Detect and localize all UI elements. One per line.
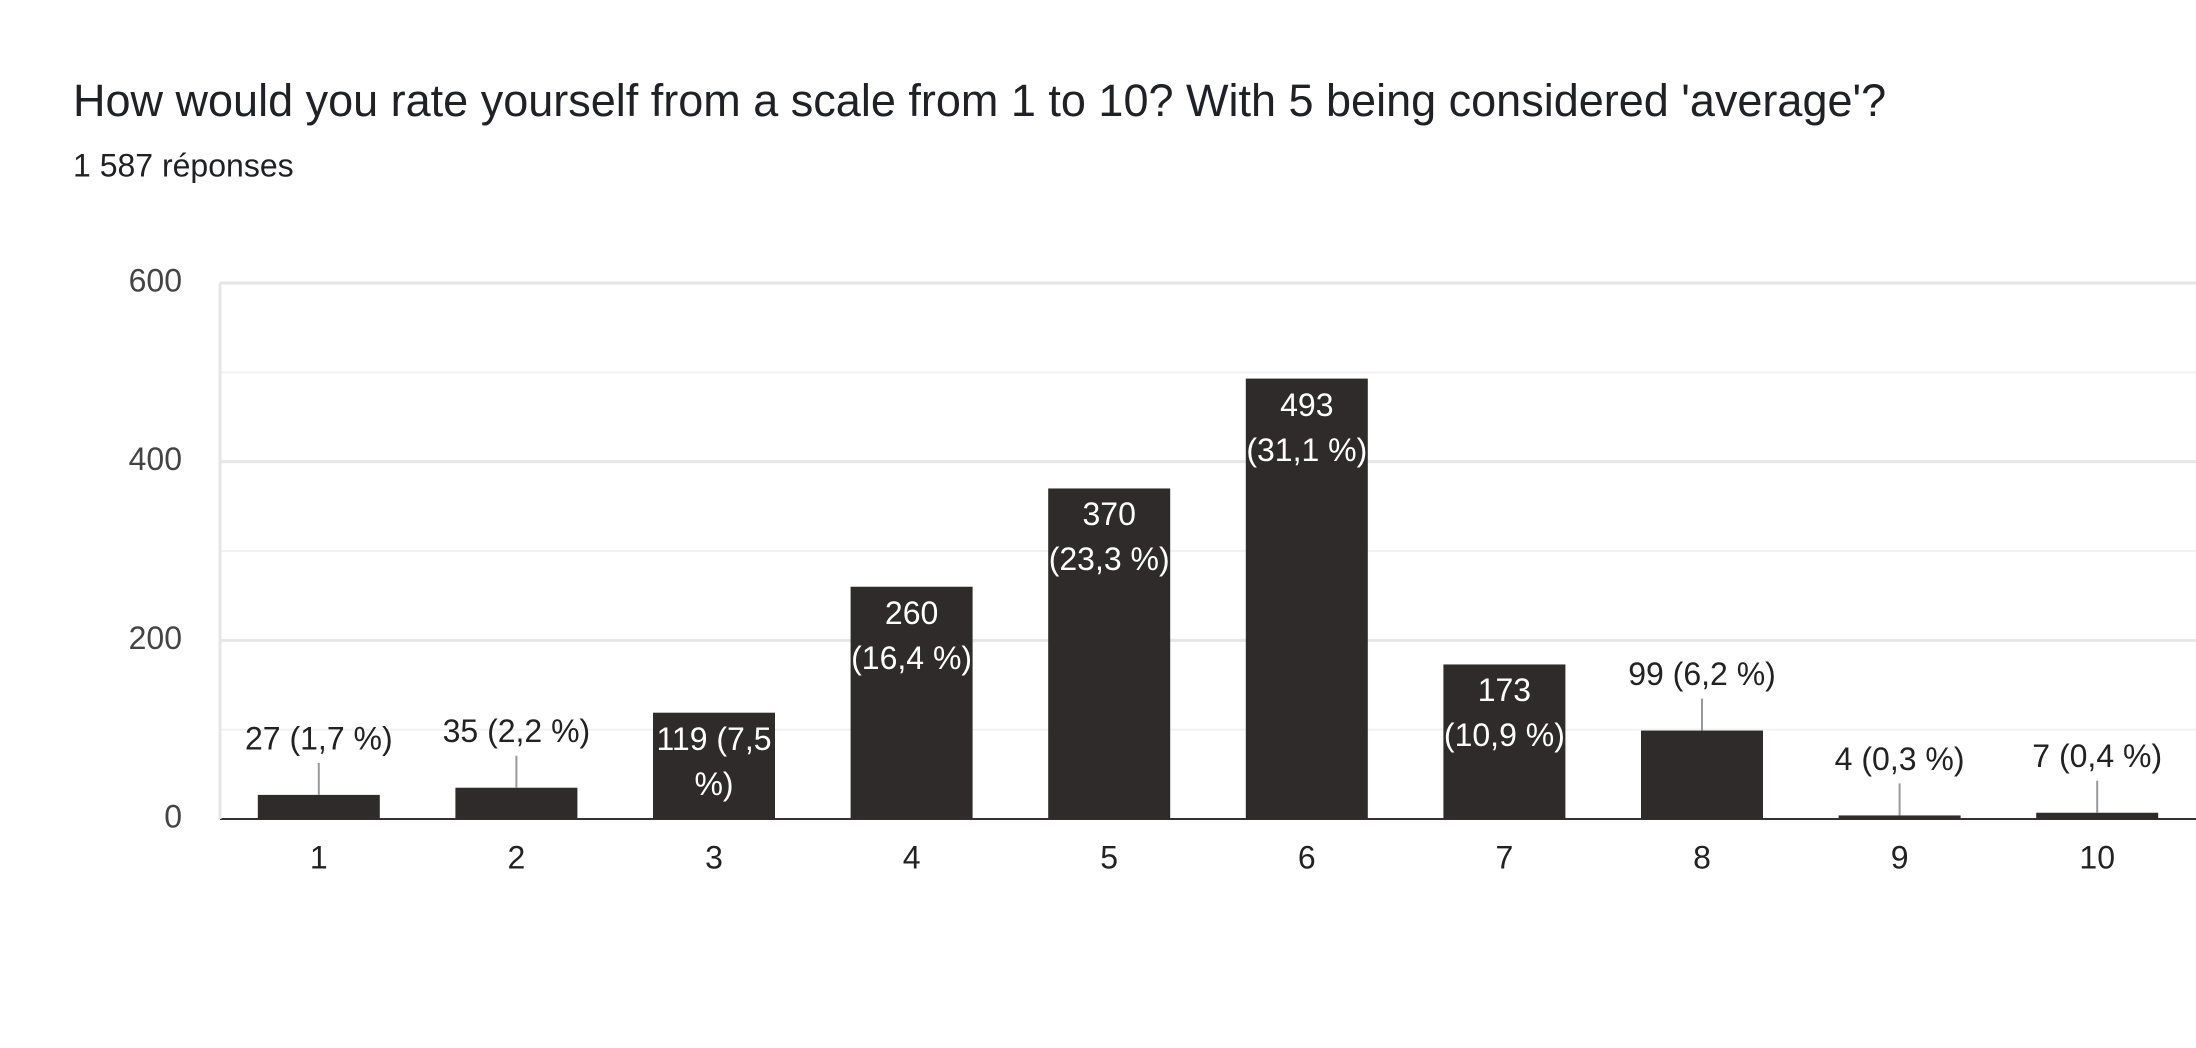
bar [455,787,578,819]
value-label: 7 (0,4 %) [2032,738,2162,774]
bar [850,586,973,819]
bar [1245,378,1368,819]
value-label: 173 (10,9 %) [1443,672,1565,754]
x-tick-label: 1 [310,839,328,875]
bar [1443,664,1566,819]
value-label: 260 (16,4 %) [851,594,973,676]
value-label-box: 260 (16,4 %) [851,594,973,676]
y-tick-label: 600 [129,262,182,298]
value-label-box: 493 (31,1 %) [1246,386,1368,468]
value-label: 493 (31,1 %) [1246,386,1368,468]
chart-subtitle: 1 587 réponses [73,147,294,183]
bar [1838,815,1961,819]
bar [1048,488,1171,819]
value-label: 370 (23,3 %) [1048,496,1170,578]
value-label: 35 (2,2 %) [443,713,591,749]
y-tick-label: 0 [164,798,182,834]
bar [257,794,380,819]
value-label: 99 (6,2 %) [1628,656,1776,692]
value-label-box: 370 (23,3 %) [1048,496,1170,578]
value-label: 4 (0,3 %) [1835,741,1965,777]
x-tick-label: 8 [1693,839,1711,875]
x-tick-label: 5 [1100,839,1118,875]
y-tick-label: 400 [129,441,182,477]
bar [1641,730,1763,819]
bar [653,712,775,819]
x-tick-label: 6 [1298,839,1316,875]
chart-title: How would you rate yourself from a scale… [73,75,1886,126]
value-label-box: 173 (10,9 %) [1443,672,1565,754]
value-label: 119 (7,5 %) [656,720,772,802]
y-tick-label: 200 [129,620,182,656]
x-tick-label: 2 [508,839,526,875]
x-tick-label: 9 [1891,839,1909,875]
x-tick-label: 10 [2079,839,2115,875]
x-tick-label: 4 [903,839,921,875]
x-tick-label: 7 [1496,839,1514,875]
value-label: 27 (1,7 %) [245,720,393,756]
value-label-box: 119 (7,5 %) [656,720,772,802]
x-tick-label: 3 [705,839,723,875]
bar [2036,812,2159,819]
